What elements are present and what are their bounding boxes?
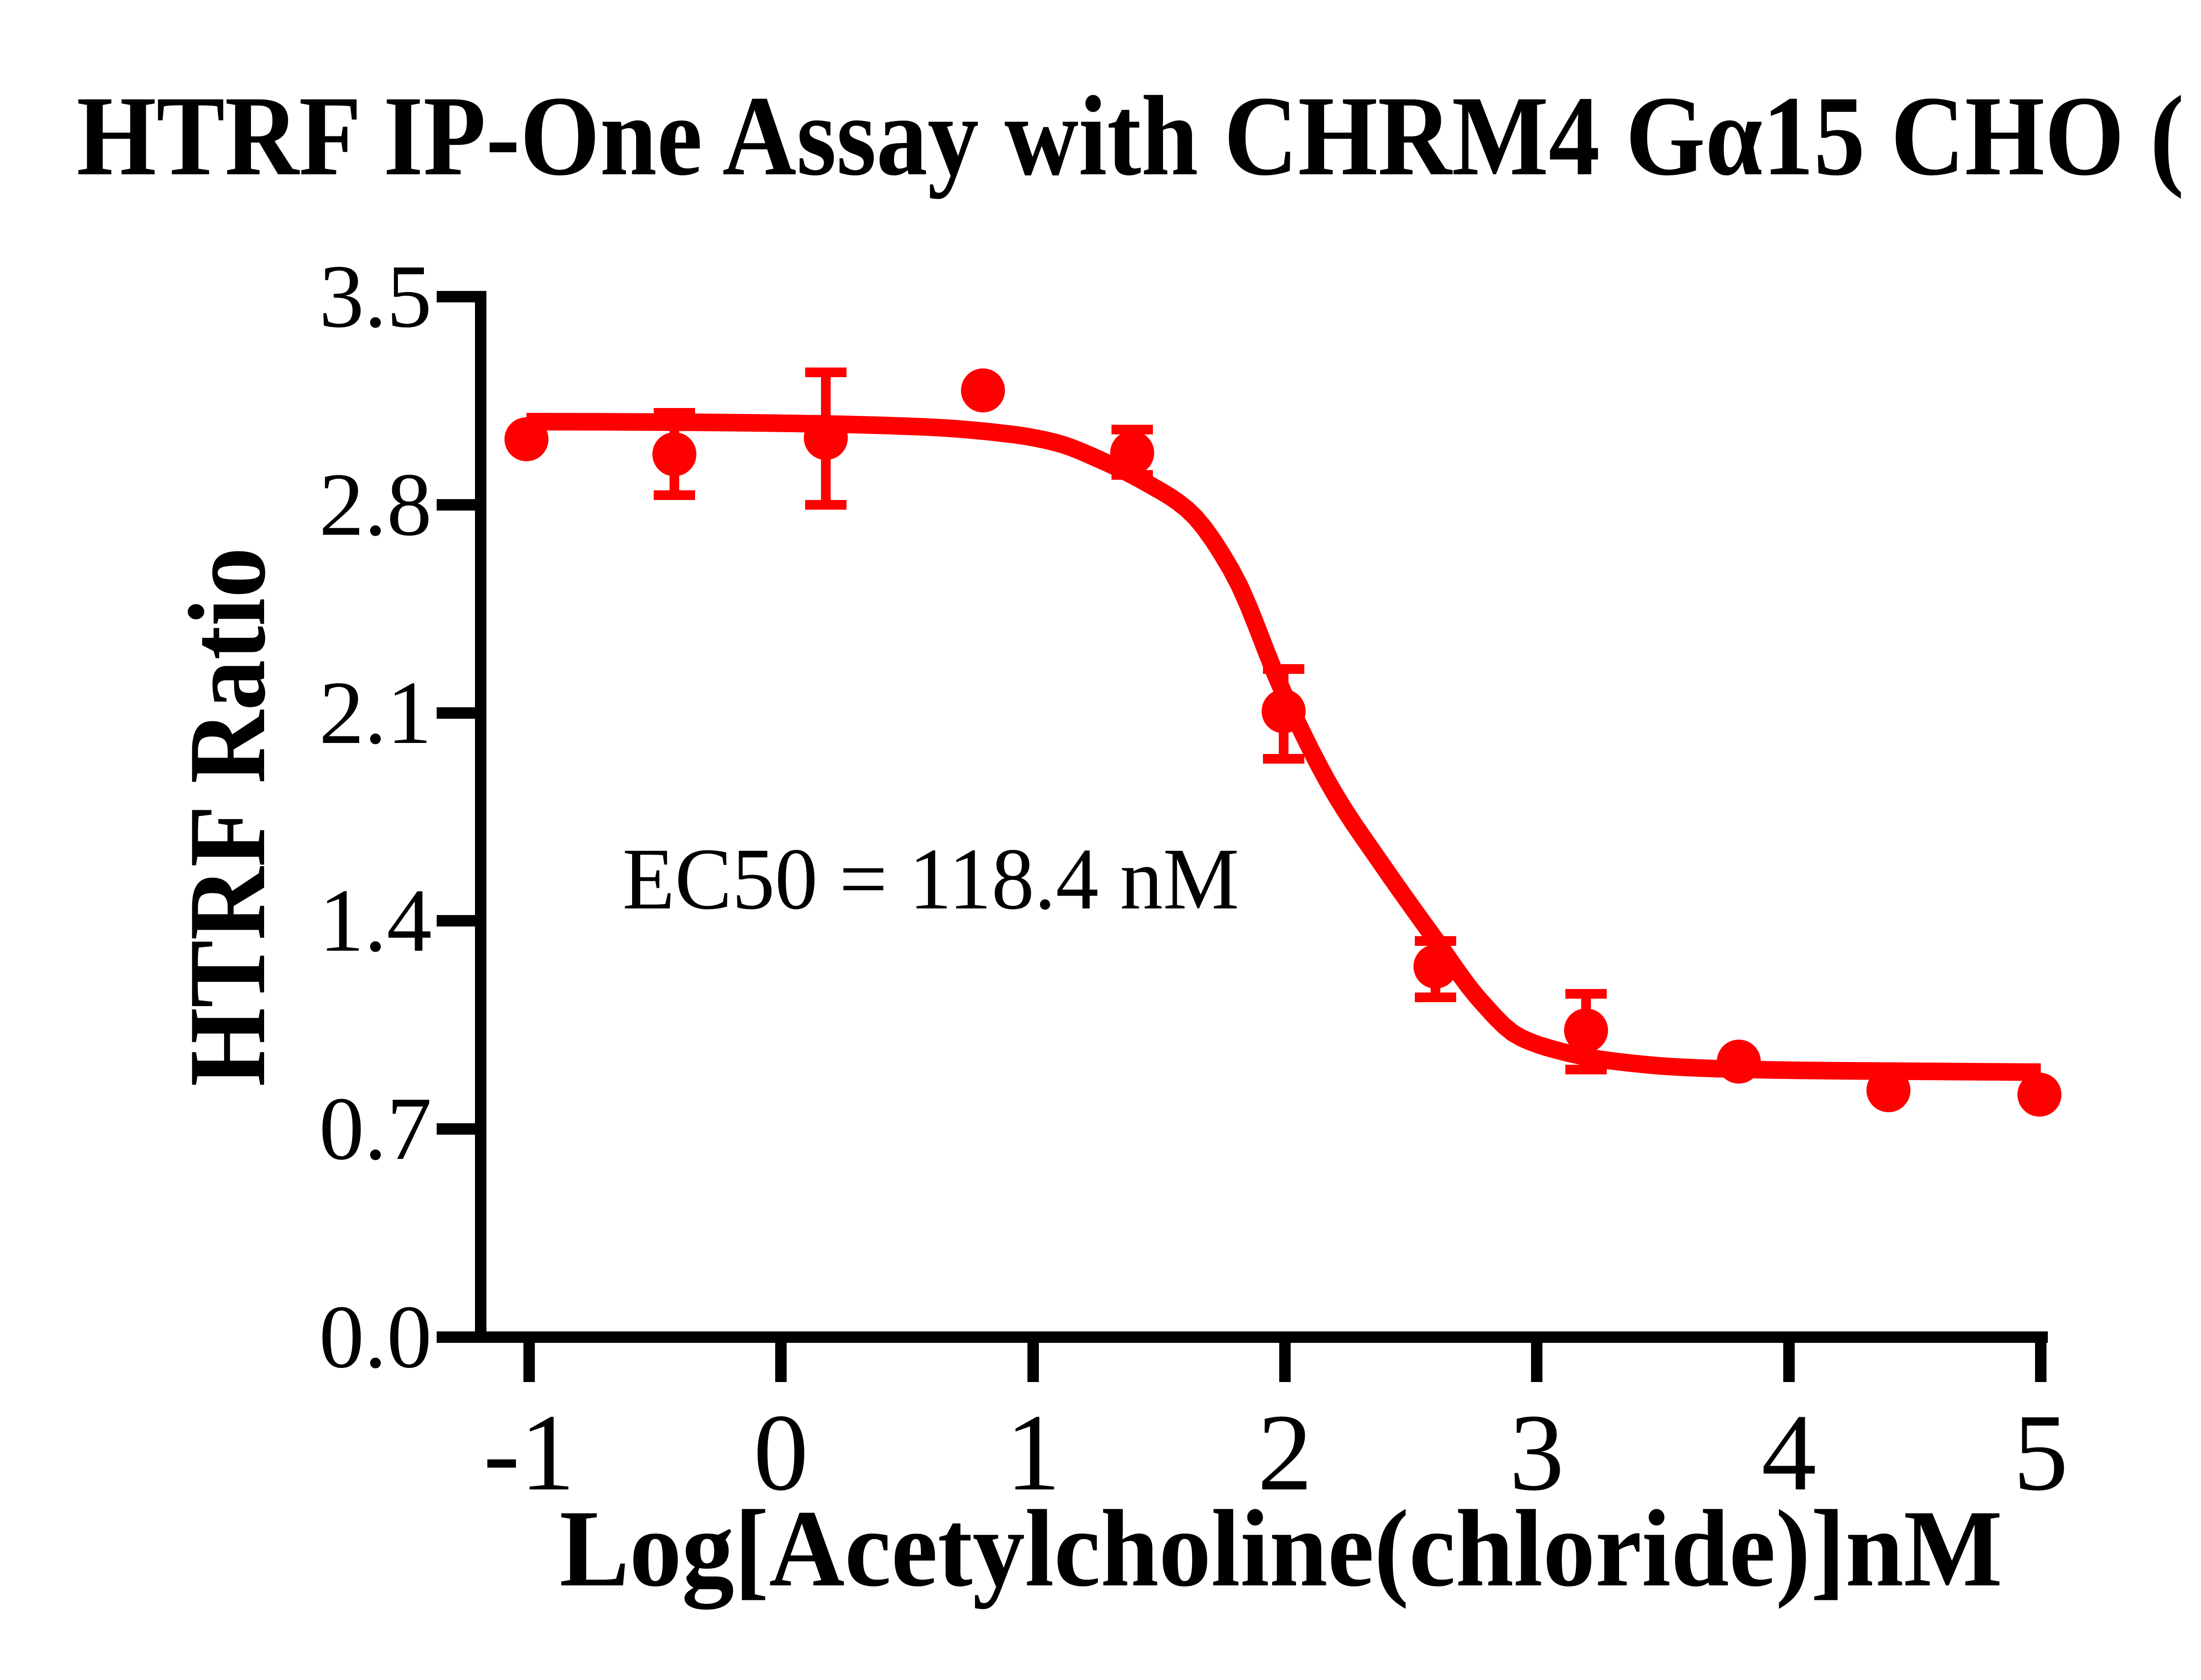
svg-text:0.7: 0.7 [319, 1079, 432, 1179]
svg-text:HTRF IP-One Assay with CHRM4 G: HTRF IP-One Assay with CHRM4 Gα15 CHO ( … [77, 73, 2201, 199]
svg-text:5: 5 [2013, 1392, 2068, 1514]
svg-text:3.5: 3.5 [319, 246, 432, 346]
svg-text:HTRF Ratio: HTRF Ratio [166, 548, 288, 1087]
svg-text:1: 1 [1006, 1392, 1061, 1514]
svg-text:0.0: 0.0 [319, 1287, 432, 1387]
svg-text:3: 3 [1509, 1392, 1564, 1514]
svg-text:2.8: 2.8 [319, 455, 432, 555]
svg-text:2: 2 [1258, 1392, 1313, 1514]
svg-text:2.1: 2.1 [319, 663, 432, 763]
svg-text:Log[Acetylcholine(chloride)]nM: Log[Acetylcholine(chloride)]nM [559, 1488, 2002, 1610]
svg-text:0: 0 [754, 1392, 809, 1514]
svg-text:1.4: 1.4 [319, 871, 432, 971]
svg-text:EC50 = 118.4 nM: EC50 = 118.4 nM [622, 831, 1239, 928]
svg-text:-1: -1 [483, 1392, 575, 1514]
svg-text:4: 4 [1762, 1392, 1817, 1514]
